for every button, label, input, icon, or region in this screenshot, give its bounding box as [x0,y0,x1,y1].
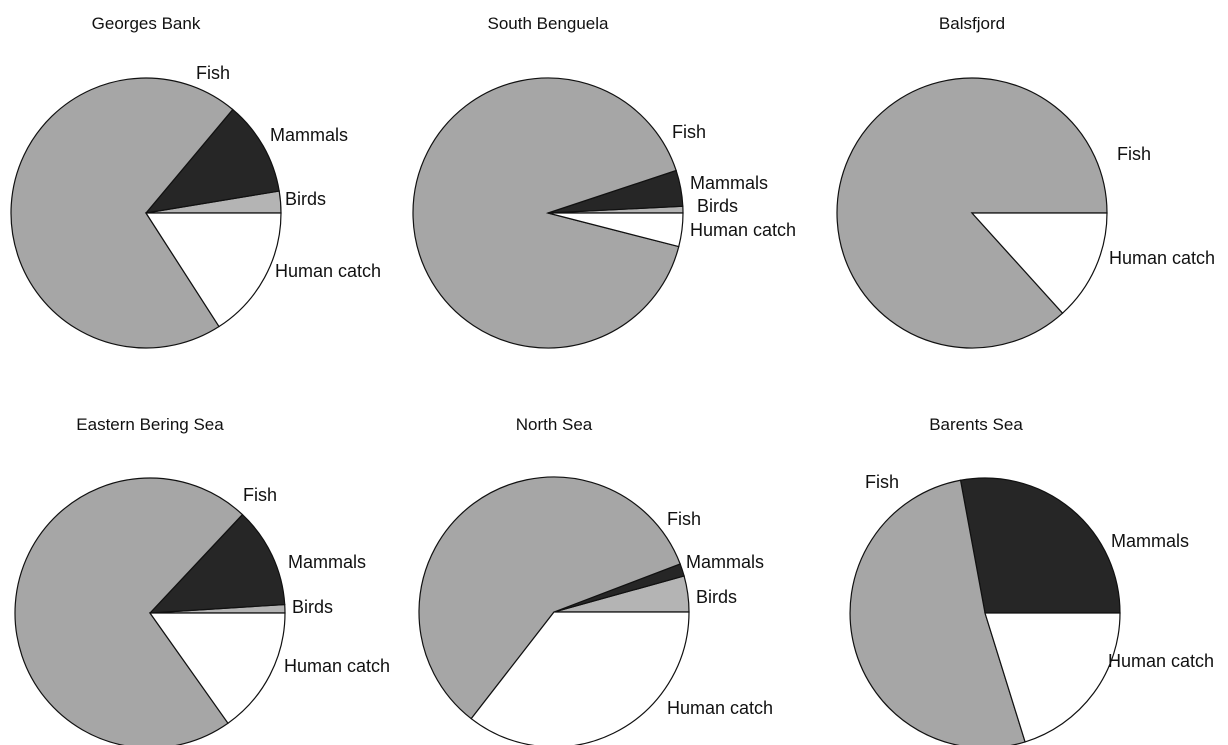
pie-slice-human-catch [148,612,286,725]
pie-slice-fish [14,477,244,745]
pie-slice-fish [412,77,680,349]
slice-label-birds: Birds [292,597,333,617]
slice-label-fish: Fish [243,485,277,505]
pie-slice-human-catch [470,611,690,745]
pie-slice-human-catch [970,212,1108,314]
pie-chart-balsfjord: Balsfjord Fish Human catch [836,14,1215,349]
slice-label-fish: Fish [672,122,706,142]
slice-label-birds: Birds [285,189,326,209]
slice-label-mammals: Mammals [686,552,764,572]
slice-label-mammals: Mammals [270,125,348,145]
pie-title: South Benguela [488,14,610,33]
slice-label-fish: Fish [865,472,899,492]
pie-slices [412,77,684,349]
pie-slices [14,477,286,745]
slice-label-human-catch: Human catch [690,220,796,240]
pie-slice-mammals [959,477,1121,614]
pie-slice-mammals [144,108,280,214]
pie-slice-fish [849,479,1026,745]
pie-title: Eastern Bering Sea [76,415,224,434]
slice-label-mammals: Mammals [690,173,768,193]
slice-label-mammals: Mammals [1111,531,1189,551]
slice-label-human-catch: Human catch [667,698,773,718]
pie-title: Balsfjord [939,14,1005,33]
slice-label-birds: Birds [697,196,738,216]
pie-title: Georges Bank [92,14,201,33]
slice-label-birds: Birds [696,587,737,607]
pie-slice-mammals [148,513,286,614]
pie-slice-human-catch [547,212,684,248]
pie-slices [849,477,1121,745]
pie-chart-barents-sea: Barents Sea Fish Mammals Human catch [849,415,1214,745]
slice-label-human-catch: Human catch [284,656,390,676]
pie-slice-fish [418,476,681,720]
slice-label-fish: Fish [1117,144,1151,164]
slice-label-mammals: Mammals [288,552,366,572]
pie-chart-georges-bank: Georges Bank Fish Mammals Birds Human ca… [10,14,381,349]
slice-label-human-catch: Human catch [1108,651,1214,671]
slice-label-human-catch: Human catch [1109,248,1215,268]
pie-title: North Sea [516,415,593,434]
pie-slices [10,77,282,349]
slice-label-human-catch: Human catch [275,261,381,281]
pie-chart-north-sea: North Sea Fish Mammals Birds Human catch [418,415,773,745]
slice-label-fish: Fish [667,509,701,529]
pie-title: Barents Sea [929,415,1023,434]
pie-chart-south-benguela: South Benguela Fish Mammals Birds Human … [412,14,796,349]
pie-slices [418,476,690,745]
pie-slice-fish [10,77,234,349]
pie-chart-eastern-bering-sea: Eastern Bering Sea Fish Mammals Birds Hu… [14,415,390,745]
pie-slice-human-catch [984,612,1121,743]
slice-label-fish: Fish [196,63,230,83]
pie-slices [836,77,1108,349]
pie-slice-human-catch [144,212,282,328]
